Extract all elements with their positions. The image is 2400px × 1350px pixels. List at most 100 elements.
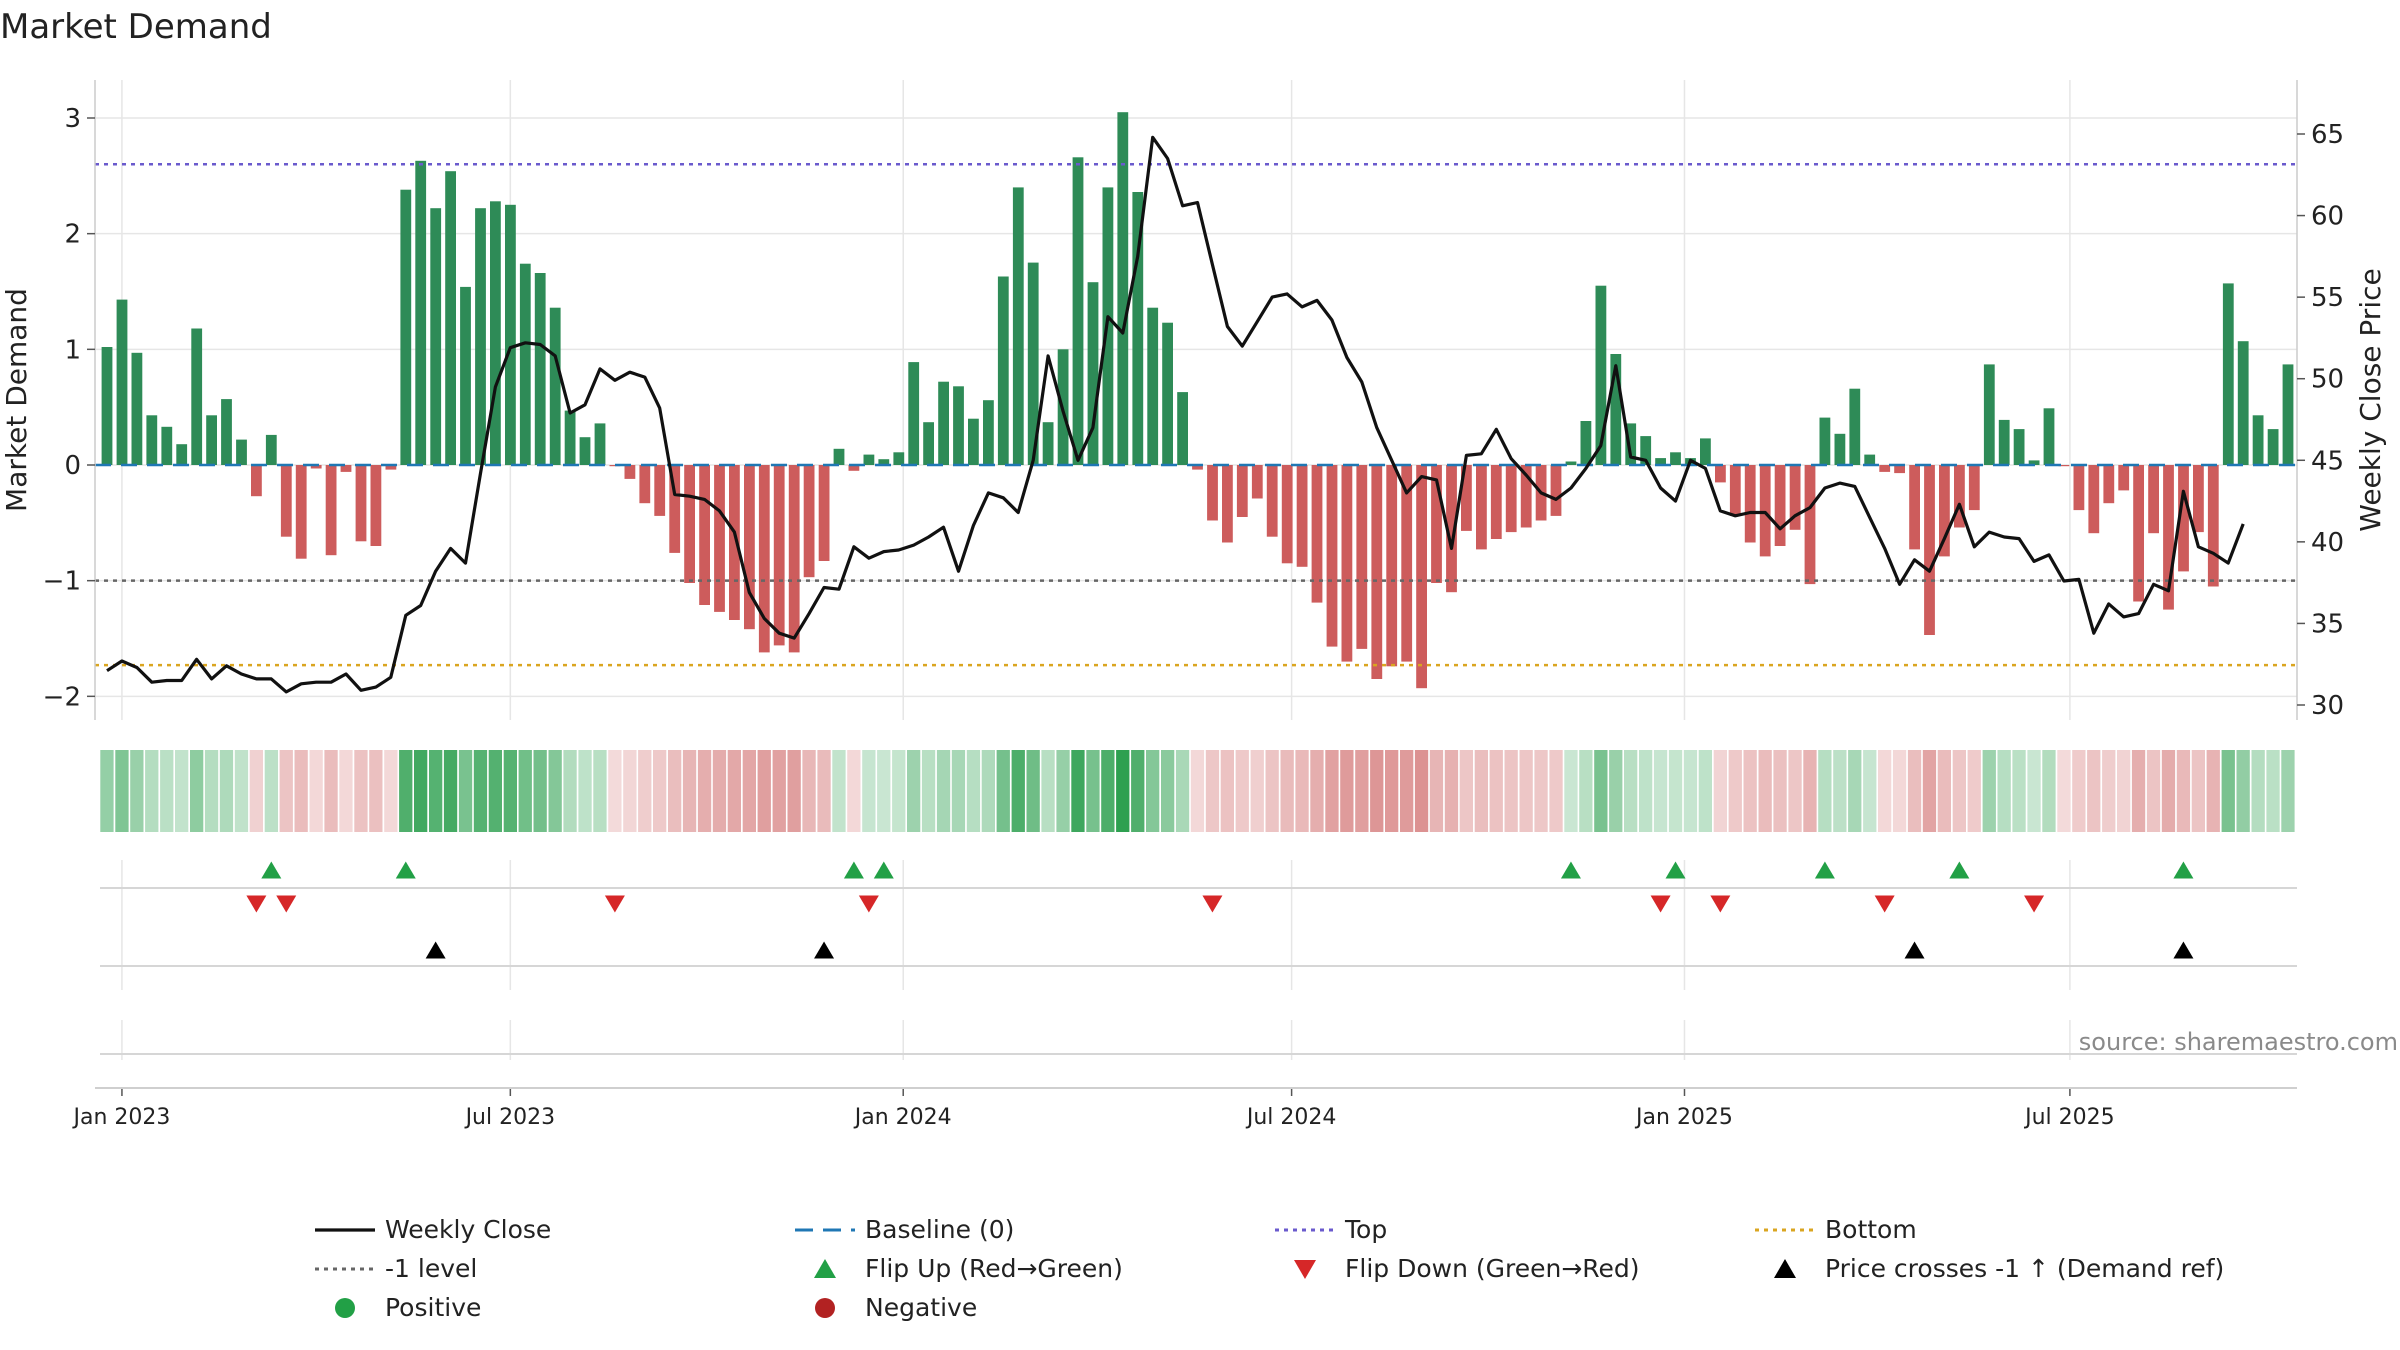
heat-strip-cell: [2087, 750, 2101, 832]
demand-bar: [2163, 465, 2174, 610]
legend-label: Baseline (0): [865, 1215, 1014, 1244]
heat-strip-cell: [2191, 750, 2205, 832]
demand-bar: [773, 465, 785, 646]
heat-strip-cell: [1549, 750, 1563, 832]
heat-strip-cell: [1235, 750, 1249, 832]
heat-strip-cell: [1818, 750, 1832, 832]
heat-strip-cell: [2161, 750, 2176, 832]
heat-strip-cell: [1967, 750, 1981, 832]
heat-strip-cell: [1892, 750, 1907, 832]
demand-bar: [1505, 465, 1517, 533]
price-cross-marker: [1904, 941, 1925, 959]
heat-strip-cell: [772, 750, 786, 832]
heat-strip-cell: [1952, 750, 1966, 832]
heat-strip-cell: [1848, 750, 1862, 832]
heat-strip-cell: [1041, 750, 1055, 832]
heat-strip-cell: [324, 750, 338, 832]
heat-strip-cell: [787, 750, 801, 832]
legend-symbol-flip-down: [1294, 1260, 1316, 1279]
demand-bar: [206, 415, 217, 465]
demand-bar: [1072, 157, 1084, 466]
heat-strip-cell: [1340, 750, 1354, 832]
heat-strip-cell: [2131, 750, 2146, 832]
demand-bar: [161, 426, 173, 465]
y-right-tick-label: 65: [2311, 120, 2344, 150]
demand-bar: [2207, 465, 2219, 587]
heat-strip-cell: [2221, 750, 2235, 832]
demand-bar: [519, 263, 531, 465]
heat-strip-cell: [1250, 750, 1264, 832]
demand-bar: [1087, 282, 1099, 465]
heat-strip-cell: [742, 750, 756, 832]
demand-bar: [430, 208, 442, 465]
heat-strip-cell: [399, 750, 413, 832]
demand-bar: [714, 465, 725, 612]
demand-bar: [1207, 465, 1218, 521]
heat-strip-cell: [1265, 750, 1279, 832]
flip-up-marker: [1814, 861, 1835, 879]
heat-strip-cell: [832, 750, 846, 832]
demand-bar: [1715, 465, 1726, 483]
demand-bar: [1774, 465, 1786, 546]
y-left-tick-label: 1: [64, 335, 81, 365]
heat-strip-cell: [1429, 750, 1444, 832]
demand-bar: [1192, 465, 1203, 470]
legend-symbol-negative: [815, 1298, 835, 1318]
demand-bar: [1356, 465, 1368, 649]
flip-down-marker: [1710, 895, 1731, 913]
heat-strip-cell: [219, 750, 234, 832]
demand-bar: [460, 286, 471, 465]
weekly-close-layer: [106, 135, 2245, 694]
y-left-tick-label: 3: [64, 104, 81, 134]
heat-strip-cell: [309, 750, 323, 832]
legend-label: Bottom: [1825, 1215, 1917, 1244]
demand-bar: [1281, 465, 1293, 564]
demand-bar: [2073, 465, 2085, 511]
demand-bar: [848, 465, 860, 471]
heat-strip-cell: [1922, 750, 1937, 832]
heat-strip-cell: [1325, 750, 1339, 832]
heat-strip-cell: [1639, 750, 1653, 832]
heat-strip-cell: [429, 750, 443, 832]
heat-strip-cell: [1444, 750, 1459, 832]
demand-bar: [758, 465, 770, 653]
flip-up-marker: [1665, 861, 1686, 879]
heat-strip-cell: [339, 750, 353, 832]
heat-strip-cell: [907, 750, 921, 832]
demand-bar: [699, 465, 710, 605]
demand-bar: [2237, 341, 2249, 465]
demand-bar: [490, 201, 501, 466]
heat-strip-cell: [1534, 750, 1548, 832]
heat-strip-cell: [1190, 750, 1205, 832]
heat-strip-cell: [1310, 750, 1324, 832]
heat-strip-cell: [712, 750, 727, 832]
heat-strip-cell: [249, 750, 263, 832]
heat-strip-cell: [623, 750, 637, 832]
demand-bar: [146, 415, 158, 465]
demand-bar: [445, 171, 456, 465]
heat-strip-cell: [2042, 750, 2056, 832]
heat-strip-cell: [563, 750, 577, 832]
demand-bar: [1401, 465, 1413, 662]
heat-strip-cell: [1997, 750, 2011, 832]
demand-bar: [1296, 465, 1308, 567]
demand-bar: [1849, 388, 1861, 465]
y-axis-right-label: Weekly Close Price: [2354, 268, 2387, 531]
heat-strip-cell: [1624, 750, 1638, 832]
flip-down-marker: [604, 895, 625, 913]
heat-strip-cell: [1175, 750, 1190, 832]
demand-bar: [654, 465, 666, 516]
demand-bar: [729, 465, 740, 620]
demand-bar: [2118, 465, 2130, 491]
demand-bar: [1879, 465, 1891, 472]
demand-bar: [833, 448, 845, 465]
legend-label: Flip Down (Green→Red): [1345, 1254, 1640, 1283]
demand-bar: [1461, 465, 1472, 531]
demand-bar: [236, 439, 247, 465]
demand-bar: [2222, 283, 2234, 465]
demand-bar: [1162, 322, 1173, 465]
demand-bar: [1968, 465, 1980, 511]
x-tick-label: Jul 2023: [464, 1105, 556, 1130]
flip-down-marker: [1650, 895, 1671, 913]
demand-bar: [803, 465, 815, 578]
